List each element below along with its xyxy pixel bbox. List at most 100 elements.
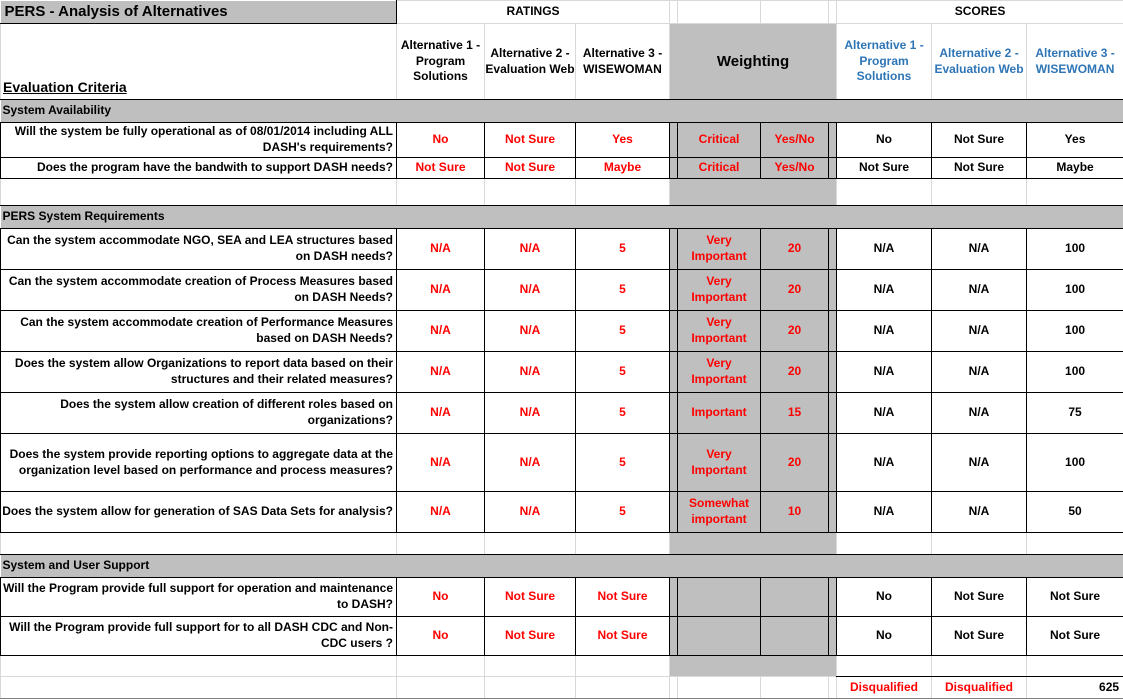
- column-header-weighting[interactable]: Weighting: [670, 24, 837, 100]
- cell-score-alt1[interactable]: N/A: [837, 270, 932, 311]
- cell-weight-label[interactable]: Critical: [678, 123, 761, 158]
- cell-rating-alt1[interactable]: N/A: [397, 434, 485, 492]
- cell-rating-alt3[interactable]: Maybe: [576, 158, 670, 179]
- cell-score-alt1[interactable]: N/A: [837, 492, 932, 533]
- cell-rating-alt1[interactable]: N/A: [397, 311, 485, 352]
- ratings-group-header[interactable]: RATINGS: [397, 1, 670, 24]
- cell-question[interactable]: Can the system accommodate creation of P…: [1, 270, 397, 311]
- cell-rating-alt3[interactable]: Yes: [576, 123, 670, 158]
- cell-weight-value[interactable]: Yes/No: [761, 123, 829, 158]
- cell-rating-alt2[interactable]: N/A: [485, 270, 576, 311]
- cell-score-alt3[interactable]: 100: [1027, 270, 1123, 311]
- cell-rating-alt3[interactable]: 5: [576, 434, 670, 492]
- cell-score-alt2[interactable]: N/A: [932, 311, 1027, 352]
- cell-weight-value[interactable]: [761, 617, 829, 656]
- cell-score-alt3[interactable]: Not Sure: [1027, 617, 1123, 656]
- column-header-rating-alt1[interactable]: Alternative 1 - Program Solutions: [397, 24, 485, 100]
- cell-total-alt2[interactable]: Disqualified: [932, 677, 1027, 699]
- cell-rating-alt1[interactable]: N/A: [397, 270, 485, 311]
- sheet-title[interactable]: PERS - Analysis of Alternatives: [1, 1, 397, 24]
- cell-score-alt2[interactable]: Not Sure: [932, 617, 1027, 656]
- cell-score-alt1[interactable]: No: [837, 617, 932, 656]
- cell-rating-alt2[interactable]: Not Sure: [485, 123, 576, 158]
- cell-rating-alt2[interactable]: N/A: [485, 434, 576, 492]
- cell-rating-alt1[interactable]: No: [397, 123, 485, 158]
- cell-question[interactable]: Does the system provide reporting option…: [1, 434, 397, 492]
- cell-weight-label[interactable]: Very Important: [678, 229, 761, 270]
- cell-rating-alt3[interactable]: 5: [576, 492, 670, 533]
- cell-score-alt3[interactable]: 75: [1027, 393, 1123, 434]
- cell-rating-alt3[interactable]: 5: [576, 229, 670, 270]
- cell-rating-alt3[interactable]: 5: [576, 352, 670, 393]
- cell-weight-label[interactable]: Somewhat important: [678, 492, 761, 533]
- cell-score-alt1[interactable]: Not Sure: [837, 158, 932, 179]
- cell-score-alt2[interactable]: Not Sure: [932, 578, 1027, 617]
- cell-question[interactable]: Will the Program provide full support fo…: [1, 617, 397, 656]
- cell-score-alt1[interactable]: N/A: [837, 393, 932, 434]
- cell-rating-alt1[interactable]: N/A: [397, 352, 485, 393]
- cell-rating-alt1[interactable]: N/A: [397, 492, 485, 533]
- cell-score-alt3[interactable]: 100: [1027, 434, 1123, 492]
- cell-weight-value[interactable]: 20: [761, 229, 829, 270]
- cell-total-alt3[interactable]: 625: [1027, 677, 1123, 699]
- cell-weight-label[interactable]: Critical: [678, 158, 761, 179]
- cell-weight-label[interactable]: [678, 617, 761, 656]
- cell-rating-alt3[interactable]: 5: [576, 311, 670, 352]
- cell-question[interactable]: Can the system accommodate NGO, SEA and …: [1, 229, 397, 270]
- scores-group-header[interactable]: SCORES: [837, 1, 1123, 24]
- cell-rating-alt3[interactable]: 5: [576, 270, 670, 311]
- cell-question[interactable]: Can the system accommodate creation of P…: [1, 311, 397, 352]
- cell-weight-value[interactable]: 20: [761, 434, 829, 492]
- cell-rating-alt3[interactable]: Not Sure: [576, 578, 670, 617]
- cell-question[interactable]: Does the system allow creation of differ…: [1, 393, 397, 434]
- cell-score-alt2[interactable]: Not Sure: [932, 123, 1027, 158]
- cell-question[interactable]: Will the system be fully operational as …: [1, 123, 397, 158]
- cell-score-alt3[interactable]: 50: [1027, 492, 1123, 533]
- cell-score-alt2[interactable]: N/A: [932, 352, 1027, 393]
- cell-score-alt1[interactable]: N/A: [837, 434, 932, 492]
- section-header-system-availability[interactable]: System Availability: [1, 100, 1123, 123]
- cell-weight-value[interactable]: Yes/No: [761, 158, 829, 179]
- cell-question[interactable]: Does the system allow for generation of …: [1, 492, 397, 533]
- cell-rating-alt2[interactable]: N/A: [485, 492, 576, 533]
- column-header-rating-alt2[interactable]: Alternative 2 - Evaluation Web: [485, 24, 576, 100]
- column-header-evaluation-criteria[interactable]: Evaluation Criteria: [1, 24, 397, 100]
- column-header-score-alt1[interactable]: Alternative 1 - Program Solutions: [837, 24, 932, 100]
- cell-score-alt2[interactable]: Not Sure: [932, 158, 1027, 179]
- cell-score-alt2[interactable]: N/A: [932, 492, 1027, 533]
- cell-weight-label[interactable]: Important: [678, 393, 761, 434]
- column-header-score-alt2[interactable]: Alternative 2 - Evaluation Web: [932, 24, 1027, 100]
- cell-rating-alt2[interactable]: Not Sure: [485, 158, 576, 179]
- cell-total-alt1[interactable]: Disqualified: [837, 677, 932, 699]
- cell-weight-label[interactable]: [678, 578, 761, 617]
- cell-score-alt1[interactable]: No: [837, 578, 932, 617]
- cell-weight-value[interactable]: 20: [761, 311, 829, 352]
- cell-weight-value[interactable]: [761, 578, 829, 617]
- cell-rating-alt1[interactable]: No: [397, 617, 485, 656]
- cell-score-alt2[interactable]: N/A: [932, 393, 1027, 434]
- cell-rating-alt2[interactable]: N/A: [485, 311, 576, 352]
- cell-score-alt3[interactable]: 100: [1027, 229, 1123, 270]
- column-header-score-alt3[interactable]: Alternative 3 - WISEWOMAN: [1027, 24, 1123, 100]
- cell-score-alt1[interactable]: N/A: [837, 352, 932, 393]
- cell-score-alt3[interactable]: 100: [1027, 352, 1123, 393]
- cell-weight-label[interactable]: Very Important: [678, 311, 761, 352]
- cell-weight-label[interactable]: Very Important: [678, 352, 761, 393]
- cell-score-alt1[interactable]: No: [837, 123, 932, 158]
- cell-rating-alt2[interactable]: Not Sure: [485, 617, 576, 656]
- cell-rating-alt2[interactable]: N/A: [485, 393, 576, 434]
- cell-rating-alt1[interactable]: Not Sure: [397, 158, 485, 179]
- cell-question[interactable]: Will the Program provide full support fo…: [1, 578, 397, 617]
- section-header-pers-system-requirements[interactable]: PERS System Requirements: [1, 206, 1123, 229]
- cell-weight-value[interactable]: 20: [761, 352, 829, 393]
- cell-rating-alt1[interactable]: N/A: [397, 229, 485, 270]
- cell-weight-value[interactable]: 20: [761, 270, 829, 311]
- column-header-rating-alt3[interactable]: Alternative 3 - WISEWOMAN: [576, 24, 670, 100]
- cell-score-alt2[interactable]: N/A: [932, 434, 1027, 492]
- cell-weight-value[interactable]: 15: [761, 393, 829, 434]
- cell-score-alt3[interactable]: Not Sure: [1027, 578, 1123, 617]
- cell-score-alt3[interactable]: Yes: [1027, 123, 1123, 158]
- cell-score-alt1[interactable]: N/A: [837, 229, 932, 270]
- cell-rating-alt2[interactable]: N/A: [485, 352, 576, 393]
- cell-weight-label[interactable]: Very Important: [678, 270, 761, 311]
